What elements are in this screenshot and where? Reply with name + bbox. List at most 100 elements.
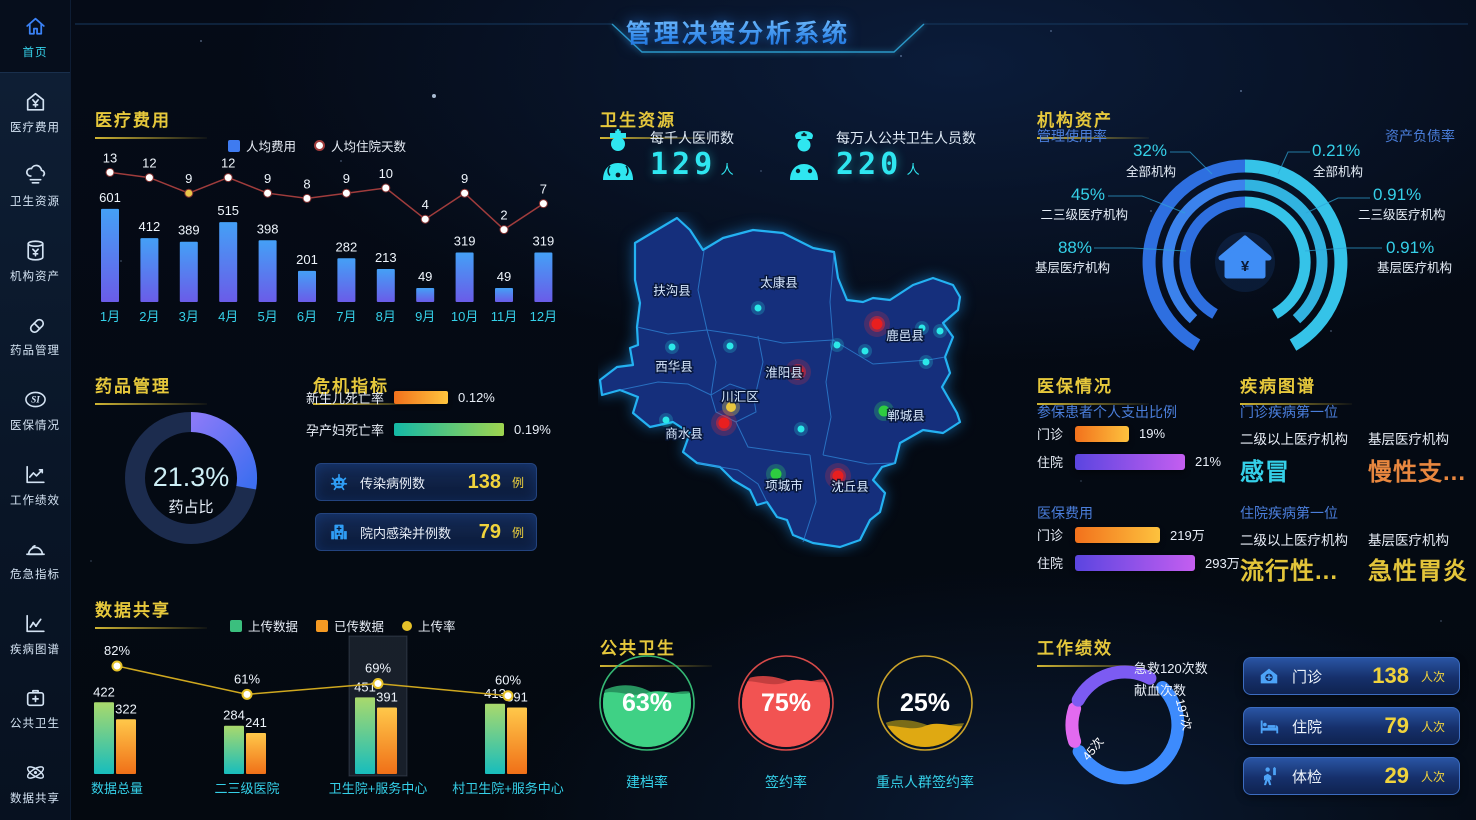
line-value-label: 9 xyxy=(461,171,468,186)
map-marker-green[interactable] xyxy=(874,401,894,421)
line-point xyxy=(144,173,154,183)
page-title: 管理决策分析系统 xyxy=(626,14,850,50)
disease-subtitle-1: 住院疾病第一位 xyxy=(1240,505,1338,521)
disease-org: 二级以上医疗机构 xyxy=(1240,533,1348,548)
map-marker-cyan[interactable] xyxy=(830,338,844,352)
map-marker-cyan[interactable] xyxy=(723,339,737,353)
map-marker-red[interactable] xyxy=(864,311,890,337)
bar-value-label: 398 xyxy=(257,221,279,236)
org-assets-left-label-0: 全部机构 xyxy=(1125,165,1176,179)
insurance-icon: SI xyxy=(23,387,48,412)
sidebar-rail xyxy=(0,72,70,820)
medical-cost-chart[interactable]: 6011月4122月3893月5154月3985月2016月2827月2138月… xyxy=(88,124,566,330)
disease-name-gastritis: 急性胃炎 xyxy=(1368,558,1468,585)
insurance-subtitle-1: 医保费用 xyxy=(1037,505,1093,521)
line-point xyxy=(184,188,194,198)
data-share-icon xyxy=(23,760,48,785)
map-district-label: 商水县 xyxy=(665,426,703,441)
line-value-label: 7 xyxy=(540,182,547,197)
insurance-row-outpatient-ratio: 门诊 19% xyxy=(1037,425,1166,442)
line-avg-days xyxy=(109,171,544,231)
sidebar-item-label: 药品管理 xyxy=(10,345,60,358)
drug-ratio-donut[interactable]: 21.3% 药占比 xyxy=(111,398,271,558)
line-value-label: 8 xyxy=(303,176,310,191)
map-district-label: 郸城县 xyxy=(887,409,925,423)
sidebar-item-label: 疾病图谱 xyxy=(10,643,60,656)
line-value-label: 4 xyxy=(422,197,429,212)
bar-avg-cost xyxy=(101,208,119,302)
bar-value-label: 515 xyxy=(217,203,239,218)
map-marker-cyan[interactable] xyxy=(659,413,673,427)
sidebar-item-首页[interactable]: 首页 xyxy=(0,0,70,75)
map-marker-green[interactable] xyxy=(766,464,786,484)
insurance-bar xyxy=(1075,453,1185,470)
map-district-label: 川汇区 xyxy=(721,390,759,404)
health-resource-icon xyxy=(23,163,48,188)
performance-legend-1: 献血次数 xyxy=(1134,683,1187,698)
hospital-infection-value: 79 xyxy=(478,520,501,543)
bar-sent-data xyxy=(507,707,527,774)
sidebar-item-label: 机构资产 xyxy=(10,270,60,283)
line-value-label: 9 xyxy=(264,171,271,186)
exam-icon xyxy=(1258,765,1280,787)
sidebar-item-label: 医疗费用 xyxy=(10,121,60,134)
bar-value-label: 391 xyxy=(376,690,398,705)
sidebar-item-医疗费用[interactable]: 医疗费用 xyxy=(0,75,70,150)
donut-arc-blue xyxy=(1072,681,1185,785)
map-marker-yellow[interactable] xyxy=(722,398,740,416)
map-marker-cyan[interactable] xyxy=(919,355,933,369)
org-assets-left-label-1: 二三级医疗机构 xyxy=(1040,208,1128,222)
disease-subtitle-0: 门诊疾病第一位 xyxy=(1240,404,1338,420)
insurance-row-outpatient-cost: 门诊 219万 xyxy=(1037,525,1205,544)
bar-value-label: 201 xyxy=(296,252,318,267)
green-legend-swatch xyxy=(230,620,242,632)
org-assets-right-value-2: 0.91% xyxy=(1386,238,1435,257)
sidebar-item-机构资产[interactable]: 机构资产 xyxy=(0,224,70,299)
x-axis-month-label: 4月 xyxy=(218,309,238,324)
gauge-callout-lines xyxy=(1094,151,1382,252)
sidebar-item-危急指标[interactable]: 危急指标 xyxy=(0,522,70,597)
map-marker-cyan[interactable] xyxy=(751,301,765,315)
sidebar-item-疾病图谱[interactable]: 疾病图谱 xyxy=(0,596,70,671)
sidebar-item-卫生资源[interactable]: 卫生资源 xyxy=(0,149,70,224)
sidebar-item-公共卫生[interactable]: 公共卫生 xyxy=(0,671,70,746)
legend-item-upload-rate: 上传率 xyxy=(402,616,456,635)
bar-sent-data xyxy=(116,719,136,774)
header-frame-lines xyxy=(75,23,1468,53)
critical-icon xyxy=(23,536,48,561)
x-axis-month-label: 11月 xyxy=(491,309,518,324)
org-assets-right-label-2: 基层医疗机构 xyxy=(1377,261,1453,275)
map-marker-red[interactable] xyxy=(825,463,851,489)
bar-value-label: 451 xyxy=(354,679,376,694)
map-marker-red[interactable] xyxy=(785,359,811,385)
crisis-value-newborn: 0.12% xyxy=(458,390,495,405)
sidebar-item-数据共享[interactable]: 数据共享 xyxy=(0,745,70,820)
map-marker-cyan[interactable] xyxy=(665,340,679,354)
drug-manage-icon xyxy=(23,312,48,337)
sidebar-item-药品管理[interactable]: 药品管理 xyxy=(0,298,70,373)
x-axis-category-label: 卫生院+服务中心 xyxy=(329,781,428,796)
map-marker-cyan[interactable] xyxy=(794,422,808,436)
line-value-label: 2 xyxy=(500,208,507,223)
insurance-bar xyxy=(1075,425,1129,442)
sidebar-item-工作绩效[interactable]: 工作绩效 xyxy=(0,447,70,522)
map-marker-cyan[interactable] xyxy=(858,344,872,358)
section-title-disease: 疾病图谱 xyxy=(1240,372,1352,405)
bar-value-label: 601 xyxy=(99,190,121,205)
line-point xyxy=(381,183,391,193)
donut-arc-purple xyxy=(1071,665,1157,707)
line-value-label: 12 xyxy=(221,156,235,171)
map-marker-cyan[interactable] xyxy=(933,324,947,338)
insurance-value: 219万 xyxy=(1170,528,1205,543)
insurance-bar xyxy=(1075,526,1160,543)
map-marker-red[interactable] xyxy=(711,410,737,436)
sidebar-item-医保情况[interactable]: SI 医保情况 xyxy=(0,373,70,448)
x-axis-month-label: 8月 xyxy=(376,309,396,324)
org-assets-left-axis: 管理使用率 xyxy=(1037,128,1107,144)
map-marker-cyan[interactable] xyxy=(915,321,929,335)
bar-value-label: 282 xyxy=(336,239,358,254)
line-point xyxy=(105,167,115,177)
crisis-bar-newborn xyxy=(394,391,448,404)
